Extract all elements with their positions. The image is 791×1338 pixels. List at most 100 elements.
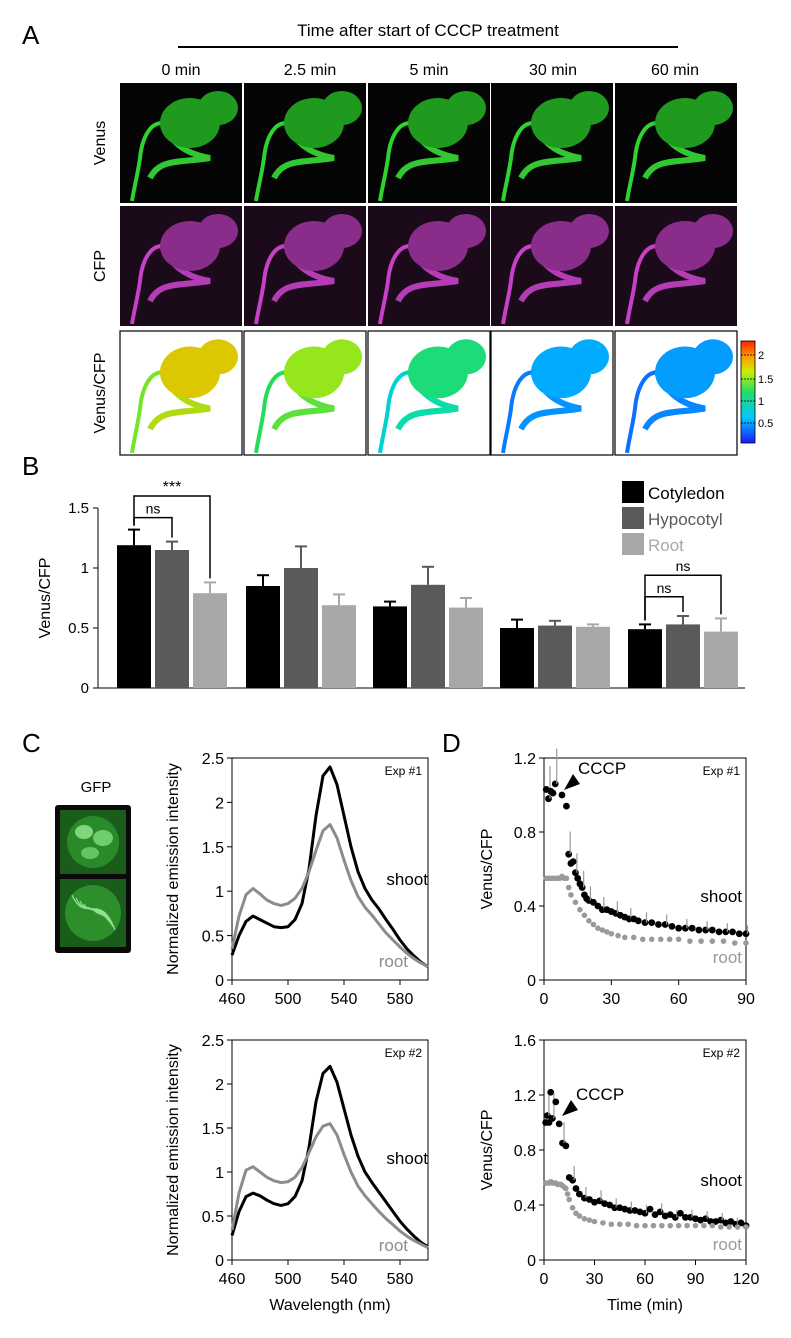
D2-point-root-15 <box>569 1204 576 1211</box>
D1-series-label-shoot: shoot <box>700 887 742 906</box>
hypocotyl-venus-4 <box>625 121 658 202</box>
C1-xtick-label-3: 580 <box>387 991 414 1008</box>
panel-label-d: D <box>442 728 461 758</box>
b-ytick-label-0: 0 <box>81 680 89 697</box>
D1-ylabel: Venus/CFP <box>479 829 496 910</box>
seedling-venus-1 <box>254 91 362 202</box>
D1-point-root-15 <box>586 918 592 924</box>
D2-point-root-20 <box>591 1218 598 1225</box>
D1-point-root-31 <box>709 938 716 944</box>
bar-cotyledon-2 <box>373 606 407 688</box>
D1-point-root-14 <box>581 912 588 919</box>
C1-frame <box>231 757 429 981</box>
D2-xtick-label-2: 60 <box>636 1271 654 1288</box>
D2-point-root-38 <box>743 1224 749 1230</box>
bar-hypocotyl-4 <box>666 624 700 688</box>
hypocotyl-ratio-3 <box>501 370 534 454</box>
D1-point-root-18 <box>599 927 606 933</box>
D1-point-root-25 <box>648 936 655 943</box>
C1-ytick-label-3: 1.5 <box>202 840 224 857</box>
cotyledon-right-venus-0 <box>198 91 238 125</box>
cotyledon-right-cfp-1 <box>322 214 362 248</box>
D2-xtick-label-0: 0 <box>540 1271 549 1288</box>
D1-point-root-34 <box>743 940 749 946</box>
cotyledon-right-ratio-4 <box>693 339 733 375</box>
D2-point-shoot-4 <box>549 1114 556 1122</box>
sig-label-1: *** <box>163 479 182 496</box>
D2-point-shoot-42 <box>727 1218 735 1225</box>
bar-cotyledon-4 <box>628 629 662 688</box>
hypocotyl-venus-2 <box>378 121 411 202</box>
D2-point-shoot-32 <box>676 1209 684 1217</box>
time-label-1: 2.5 min <box>284 62 336 79</box>
bar-hypocotyl-2 <box>411 584 445 688</box>
D1-point-root-33 <box>731 940 738 946</box>
bar-root-2 <box>449 607 483 688</box>
cotyledon-right-ratio-1 <box>322 339 362 375</box>
hypocotyl-cfp-2 <box>378 244 411 325</box>
D2-ytick-label-1: 0.4 <box>514 1198 536 1215</box>
colorbar <box>740 340 756 444</box>
D1-point-shoot-5 <box>558 791 566 799</box>
colorbar-tick-label-0: 2 <box>758 350 764 362</box>
seedling-cfp-4 <box>625 214 733 325</box>
row-label-2: Venus/CFP <box>92 353 109 434</box>
cotyledon-right-venus-1 <box>322 91 362 125</box>
D2-point-shoot-12 <box>575 1190 583 1198</box>
D1-cccp-label: CCCP <box>578 759 626 778</box>
time-label-3: 30 min <box>529 62 577 79</box>
hypocotyl-cfp-3 <box>501 244 534 325</box>
D2-point-root-25 <box>633 1222 640 1229</box>
C2-xtick-label-3: 580 <box>387 1271 414 1288</box>
C2-line-root <box>230 1122 429 1250</box>
D1-annotation: Exp #1 <box>703 764 741 778</box>
D1-ytick-label-2: 0.8 <box>514 825 536 842</box>
D2-point-shoot-27 <box>651 1211 659 1219</box>
D1-point-shoot-13 <box>578 884 586 891</box>
bar-hypocotyl-1 <box>284 568 318 688</box>
D1-point-shoot-38 <box>708 926 716 934</box>
bar-root-1 <box>322 605 356 688</box>
C2-frame <box>231 1039 429 1261</box>
cotyledon-right-cfp-4 <box>693 214 733 248</box>
D1-point-root-28 <box>675 936 682 943</box>
D1-point-shoot-6 <box>563 802 570 810</box>
D2-point-root-12 <box>563 1185 569 1192</box>
D2-series-label-root: root <box>713 1235 743 1254</box>
D1-point-shoot-18 <box>594 902 602 910</box>
C1-xtick-label-1: 500 <box>275 991 302 1008</box>
D2-point-root-31 <box>684 1222 690 1229</box>
D2-point-root-28 <box>659 1222 665 1229</box>
b-ytick-label-2: 1 <box>81 560 89 577</box>
b-ylabel: Venus/CFP <box>37 558 54 639</box>
C2-series-label-root: root <box>379 1236 409 1255</box>
D1-point-root-11 <box>568 892 574 898</box>
row-label-1: CFP <box>92 250 109 282</box>
D1-point-shoot-27 <box>634 917 642 925</box>
D2-point-root-19 <box>586 1217 593 1223</box>
C2-ytick-label-1: 0.5 <box>202 1209 224 1226</box>
cotyledon-right-cfp-2 <box>446 214 486 248</box>
legend-label-2: Root <box>648 536 684 555</box>
D1-point-shoot-4 <box>551 780 559 788</box>
seedling-ratio-0 <box>130 339 238 454</box>
D1-point-shoot-31 <box>661 921 669 928</box>
D1-point-shoot-33 <box>675 924 683 932</box>
D2-point-root-14 <box>566 1196 573 1203</box>
D2-point-shoot-6 <box>555 1120 563 1128</box>
bar-hypocotyl-3 <box>538 625 572 688</box>
sig-bracket-1 <box>133 495 211 579</box>
D1-point-shoot-39 <box>715 928 723 936</box>
panel-label-c: C <box>22 728 41 758</box>
hypocotyl-venus-0 <box>130 121 163 202</box>
D2-point-root-33 <box>701 1222 707 1229</box>
panel-a-header: Time after start of CCCP treatment <box>297 21 559 40</box>
D1-point-shoot-43 <box>742 930 750 938</box>
D1-xtick-label-3: 90 <box>737 991 755 1008</box>
gfp-root-plate <box>65 885 121 941</box>
hypocotyl-ratio-1 <box>254 370 287 454</box>
D2-series-label-shoot: shoot <box>700 1171 742 1190</box>
hypocotyl-cfp-1 <box>254 244 287 325</box>
D2-cccp-arrow <box>562 1100 578 1116</box>
D1-point-root-23 <box>630 934 637 941</box>
